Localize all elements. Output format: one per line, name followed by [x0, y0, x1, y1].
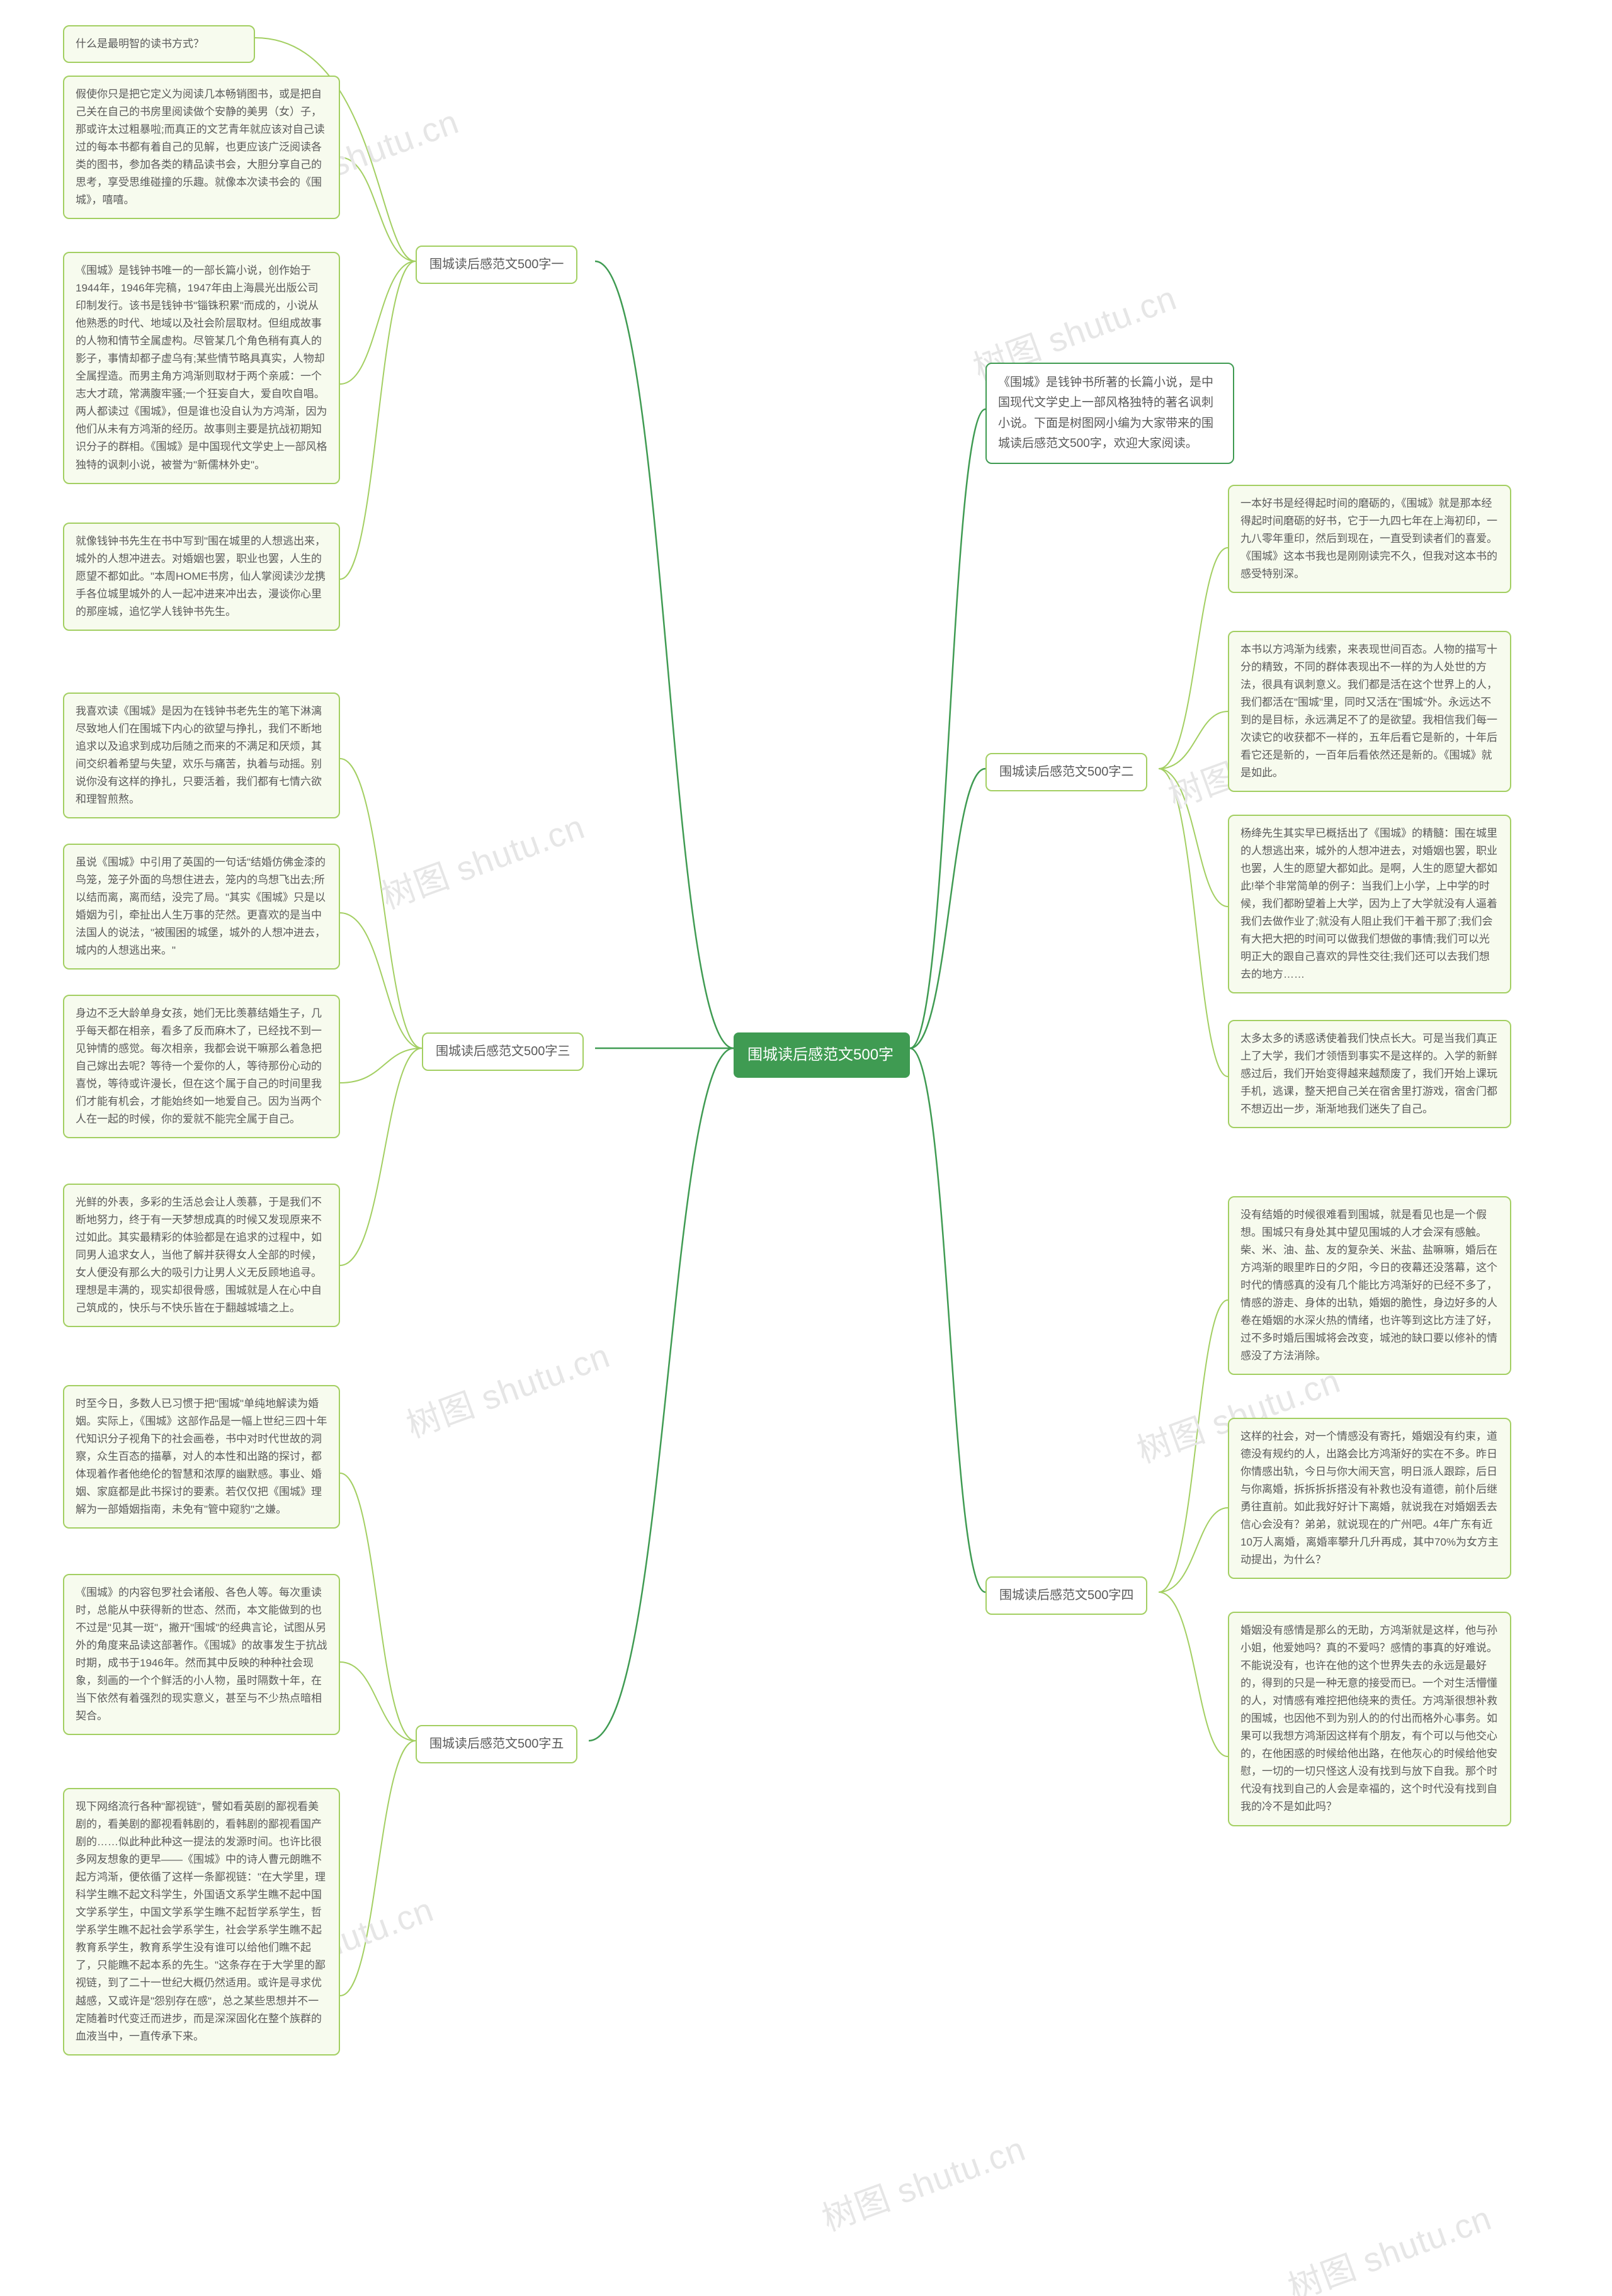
connector-line	[595, 261, 734, 1048]
section-node-2[interactable]: 围城读后感范文500字二	[985, 753, 1147, 791]
leaf-text: 我喜欢读《围城》是因为在钱钟书老先生的笔下淋漓尽致地人们在围城下内心的欲望与挣扎…	[76, 705, 322, 805]
section-label: 围城读后感范文500字二	[999, 765, 1133, 779]
section-node-1[interactable]: 围城读后感范文500字一	[416, 246, 577, 284]
connector-line	[910, 769, 985, 1048]
section-node-4[interactable]: 围城读后感范文500字四	[985, 1576, 1147, 1615]
connector-line	[340, 261, 416, 384]
connector-line	[1159, 1300, 1228, 1592]
section-node-5[interactable]: 围城读后感范文500字五	[416, 1725, 577, 1763]
leaf-node: 婚姻没有感情是那么的无助，方鸿渐就是这样，他与孙小姐，他爱她吗？真的不爱吗？感情…	[1228, 1612, 1511, 1826]
leaf-text: 就像钱钟书先生在书中写到"围在城里的人想逃出来，城外的人想冲进去。对婚姻也罢，职…	[76, 535, 326, 618]
connector-line	[340, 1662, 416, 1741]
leaf-node: 本书以方鸿渐为线索，来表现世间百态。人物的描写十分的精致，不同的群体表现出不一样…	[1228, 631, 1511, 792]
leaf-node: 时至今日，多数人已习惯于把"围城"单纯地解读为婚姻。实际上，《围城》这部作品是一…	[63, 1385, 340, 1529]
section-label: 围城读后感范文500字四	[999, 1588, 1133, 1602]
leaf-node: 《围城》是钱钟书唯一的一部长篇小说，创作始于1944年，1946年完稿，1947…	[63, 252, 340, 484]
connector-line	[340, 913, 422, 1048]
connector-line	[340, 1048, 422, 1083]
leaf-node: 我喜欢读《围城》是因为在钱钟书老先生的笔下淋漓尽致地人们在围城下内心的欲望与挣扎…	[63, 693, 340, 818]
connector-line	[1159, 769, 1228, 1077]
leaf-node: 《围城》的内容包罗社会诸般、各色人等。每次重读时，总能从中获得新的世态、然而，本…	[63, 1574, 340, 1735]
connector-line	[1159, 769, 1228, 907]
watermark-text: 树图 shutu.cn	[399, 1328, 616, 1447]
mindmap-canvas: 树图 shutu.cn 树图 shutu.cn 树图 shutu.cn 树图 shut…	[0, 0, 1612, 2296]
connector-line	[340, 157, 416, 261]
watermark-text: 树图 shutu.cn	[373, 799, 591, 919]
intro-node: 《围城》是钱钟书所著的长篇小说，是中国现代文学史上一部风格独特的著名讽刺小说。下…	[985, 363, 1234, 464]
leaf-text: 这样的社会，对一个情感没有寄托，婚姻没有约束，道德没有规约的人，出路会比方鸿渐好…	[1240, 1430, 1499, 1566]
connector-line	[340, 261, 416, 579]
connector-line	[1159, 1508, 1228, 1592]
leaf-node: 没有结婚的时候很难看到围城，就是看见也是一个假想。围城只有身处其中望见围城的人才…	[1228, 1196, 1511, 1375]
leaf-text: 本书以方鸿渐为线索，来表现世间百态。人物的描写十分的精致，不同的群体表现出不一样…	[1240, 643, 1497, 779]
connector-line	[340, 1741, 416, 1996]
section-node-3[interactable]: 围城读后感范文500字三	[422, 1032, 584, 1071]
leaf-node: 太多太多的诱惑诱使着我们快点长大。可是当我们真正上了大学，我们才领悟到事实不是这…	[1228, 1020, 1511, 1128]
watermark-text: 树图 shutu.cn	[1280, 2190, 1497, 2296]
leaf-text: 婚姻没有感情是那么的无助，方鸿渐就是这样，他与孙小姐，他爱她吗？真的不爱吗？感情…	[1240, 1624, 1497, 1812]
leaf-text: 身边不乏大龄单身女孩，她们无比羡慕结婚生子，几乎每天都在相亲，看多了反而麻木了，…	[76, 1007, 322, 1125]
section-label: 围城读后感范文500字五	[429, 1737, 564, 1751]
leaf-text: 《围城》的内容包罗社会诸般、各色人等。每次重读时，总能从中获得新的世态、然而，本…	[76, 1586, 327, 1722]
root-node[interactable]: 围城读后感范文500字	[734, 1032, 910, 1078]
connector-line	[910, 409, 985, 1048]
leaf-node: 就像钱钟书先生在书中写到"围在城里的人想逃出来，城外的人想冲进去。对婚姻也罢，职…	[63, 523, 340, 631]
connector-line	[589, 1048, 734, 1741]
leaf-node: 光鲜的外表，多彩的生活总会让人羡慕，于是我们不断地努力，终于有一天梦想成真的时候…	[63, 1184, 340, 1327]
intro-text: 《围城》是钱钟书所著的长篇小说，是中国现代文学史上一部风格独特的著名讽刺小说。下…	[998, 376, 1213, 450]
leaf-node: 这样的社会，对一个情感没有寄托，婚姻没有约束，道德没有规约的人，出路会比方鸿渐好…	[1228, 1418, 1511, 1579]
leaf-text: 现下网络流行各种"鄙视链"，譬如看英剧的鄙视看美剧的，看美剧的鄙视看韩剧的，看韩…	[76, 1801, 326, 2042]
connector-line	[1159, 711, 1228, 769]
connector-line	[1159, 548, 1228, 769]
leaf-node: 身边不乏大龄单身女孩，她们无比羡慕结婚生子，几乎每天都在相亲，看多了反而麻木了，…	[63, 995, 340, 1138]
connector-line	[340, 1473, 416, 1741]
leaf-node: 一本好书是经得起时间的磨砺的，《围城》就是那本经得起时间磨砺的好书，它于一九四七…	[1228, 485, 1511, 593]
leaf-node: 虽说《围城》中引用了英国的一句话"结婚仿佛金漆的鸟笼，笼子外面的鸟想住进去，笼内…	[63, 844, 340, 970]
leaf-node: 杨绛先生其实早已概括出了《围城》的精髓：围在城里的人想逃出来，城外的人想冲进去，…	[1228, 815, 1511, 993]
leaf-text: 太多太多的诱惑诱使着我们快点长大。可是当我们真正上了大学，我们才领悟到事实不是这…	[1240, 1032, 1497, 1115]
leaf-text: 没有结婚的时候很难看到围城，就是看见也是一个假想。围城只有身处其中望见围城的人才…	[1240, 1209, 1497, 1362]
leaf-node: 现下网络流行各种"鄙视链"，譬如看英剧的鄙视看美剧的，看美剧的鄙视看韩剧的，看韩…	[63, 1788, 340, 2056]
leaf-text: 《围城》是钱钟书唯一的一部长篇小说，创作始于1944年，1946年完稿，1947…	[76, 264, 327, 471]
leaf-text: 光鲜的外表，多彩的生活总会让人羡慕，于是我们不断地努力，终于有一天梦想成真的时候…	[76, 1196, 322, 1314]
leaf-text: 杨绛先生其实早已概括出了《围城》的精髓：围在城里的人想逃出来，城外的人想冲进去，…	[1240, 827, 1497, 980]
connector-line	[340, 759, 422, 1048]
root-label: 围城读后感范文500字	[747, 1046, 894, 1063]
watermark-text: 树图 shutu.cn	[814, 2121, 1031, 2241]
leaf-text: 什么是最明智的读书方式？	[76, 38, 204, 50]
connector-line	[1159, 1592, 1228, 1756]
section-label: 围城读后感范文500字一	[429, 257, 564, 271]
leaf-text: 虽说《围城》中引用了英国的一句话"结婚仿佛金漆的鸟笼，笼子外面的鸟想住进去，笼内…	[76, 856, 326, 956]
leaf-text: 一本好书是经得起时间的磨砺的，《围城》就是那本经得起时间磨砺的好书，它于一九四七…	[1240, 497, 1497, 580]
leaf-node: 什么是最明智的读书方式？	[63, 25, 255, 63]
connector-line	[340, 1048, 422, 1265]
leaf-node: 假使你只是把它定义为阅读几本畅销图书，或是把自己关在自己的书房里阅读做个安静的美…	[63, 76, 340, 219]
connector-line	[910, 1048, 985, 1592]
leaf-text: 时至今日，多数人已习惯于把"围城"单纯地解读为婚姻。实际上，《围城》这部作品是一…	[76, 1398, 327, 1515]
leaf-text: 假使你只是把它定义为阅读几本畅销图书，或是把自己关在自己的书房里阅读做个安静的美…	[76, 88, 325, 206]
section-label: 围城读后感范文500字三	[436, 1044, 570, 1058]
